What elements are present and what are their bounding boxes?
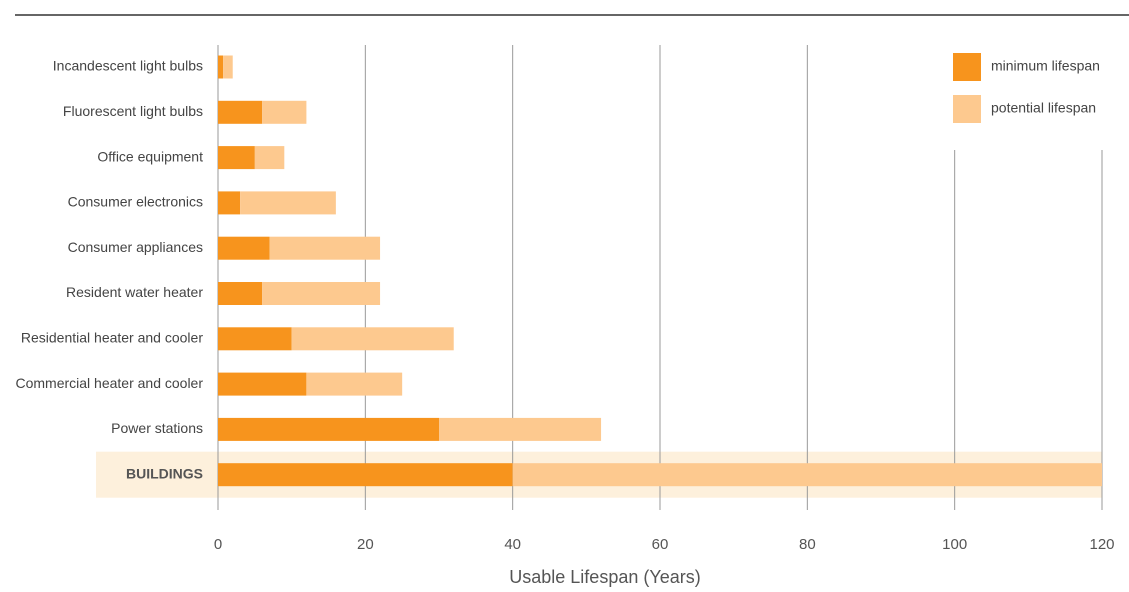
legend-label: potential lifespan bbox=[991, 100, 1096, 116]
y-tick-label: Consumer appliances bbox=[68, 239, 203, 255]
legend-label: minimum lifespan bbox=[991, 58, 1100, 74]
bar-segment bbox=[306, 372, 403, 396]
bar-segment bbox=[218, 191, 241, 215]
bar-segment bbox=[223, 55, 233, 79]
y-tick-label: Power stations bbox=[111, 420, 203, 436]
y-tick-label: Incandescent light bulbs bbox=[53, 58, 203, 74]
bar-segment bbox=[269, 236, 381, 260]
y-tick-label: Residential heater and cooler bbox=[21, 330, 203, 346]
legend-swatch bbox=[953, 95, 981, 123]
y-tick-label: Commercial heater and cooler bbox=[15, 375, 203, 391]
x-tick-label: 0 bbox=[214, 536, 222, 553]
bar-segment bbox=[262, 282, 381, 305]
x-tick-label: 80 bbox=[799, 536, 816, 553]
x-tick-label: 120 bbox=[1089, 536, 1114, 553]
legend-swatch bbox=[953, 53, 981, 81]
bar-segment bbox=[218, 327, 292, 351]
x-tick-label: 20 bbox=[357, 536, 374, 553]
y-tick-label: Consumer electronics bbox=[68, 194, 203, 210]
bar-segment bbox=[291, 327, 454, 351]
x-tick-label: 100 bbox=[942, 536, 967, 553]
x-tick-label: 40 bbox=[504, 536, 521, 553]
bar-segment bbox=[240, 191, 336, 215]
x-axis-title: Usable Lifespan (Years) bbox=[509, 567, 700, 587]
bar-segment bbox=[262, 100, 307, 124]
bar-segment bbox=[218, 282, 263, 305]
bar-segment bbox=[218, 236, 270, 260]
y-tick-label: Resident water heater bbox=[66, 284, 203, 300]
bar-segment bbox=[512, 463, 1102, 487]
y-tick-label: Fluorescent light bulbs bbox=[63, 103, 203, 119]
bar-segment bbox=[218, 100, 263, 124]
y-tick-label: Office equipment bbox=[97, 148, 203, 164]
bar-segment bbox=[218, 463, 513, 487]
bar-segment bbox=[254, 146, 285, 170]
bar-segment bbox=[218, 55, 224, 79]
x-tick-label: 60 bbox=[652, 536, 669, 553]
y-tick-label: BUILDINGS bbox=[126, 465, 203, 481]
bar-segment bbox=[439, 417, 602, 441]
bar-segment bbox=[218, 372, 307, 396]
bar-segment bbox=[218, 146, 255, 170]
bar-segment bbox=[218, 417, 439, 441]
